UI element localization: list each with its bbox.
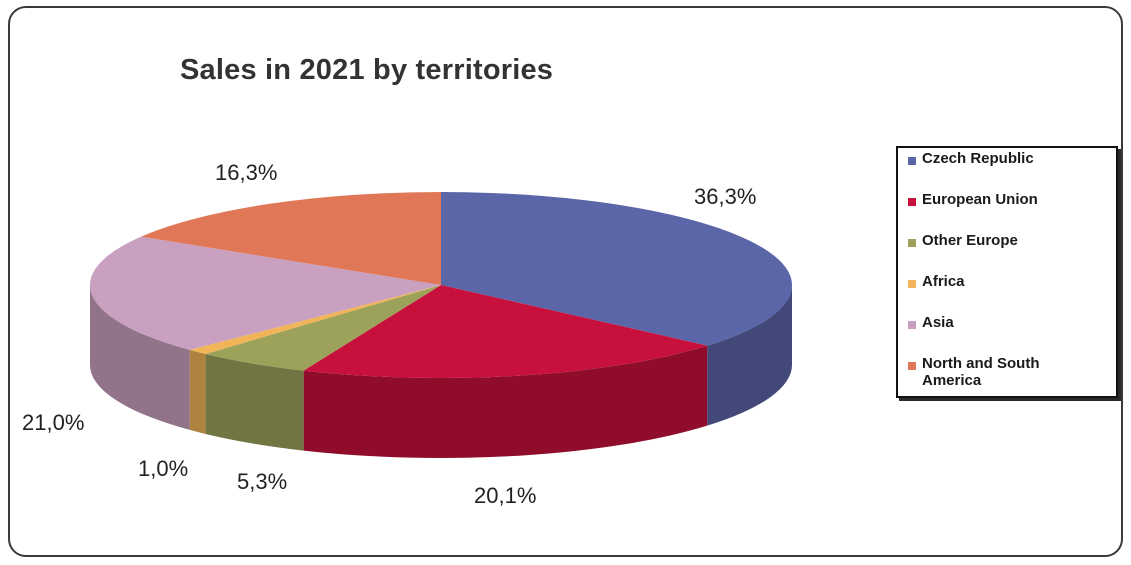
pie-side-asia <box>90 285 190 430</box>
legend-item-africa: Africa <box>908 273 1116 314</box>
pie-slice-north-and-south-america <box>141 192 441 285</box>
slice-label-czech-republic: 36,3% <box>694 184 757 209</box>
chart-title: Sales in 2021 by territories <box>180 54 554 86</box>
legend-label: North and South America <box>922 355 1040 389</box>
pie-side-czech-republic <box>707 285 792 426</box>
legend-label: Other Europe <box>922 232 1018 249</box>
legend-label: European Union <box>922 191 1038 208</box>
legend-label: Africa <box>922 273 965 290</box>
pie-side-africa <box>189 349 206 434</box>
pie-side-european-union <box>303 345 708 458</box>
pie-slice-czech-republic <box>441 192 792 346</box>
legend-item-european-union: European Union <box>908 191 1116 232</box>
legend-swatch <box>908 239 916 247</box>
chart-legend: Czech Republic European Union Other Euro… <box>896 146 1118 398</box>
legend-swatch <box>908 280 916 288</box>
slice-label-other-europe: 5,3% <box>237 469 288 494</box>
legend-item-other-europe: Other Europe <box>908 232 1116 273</box>
slice-label-european-union: 20,1% <box>474 483 537 508</box>
pie-slice-asia <box>89 236 441 350</box>
pie-slice-european-union <box>303 285 708 378</box>
pie-side-walls <box>90 285 792 458</box>
legend-item-asia: Asia <box>908 314 1116 355</box>
legend-swatch <box>908 321 916 329</box>
pie-top-faces <box>89 192 792 378</box>
slice-label-africa: 1,0% <box>138 456 189 481</box>
slice-label-north-and-south-america: 16,3% <box>215 160 278 185</box>
legend-label: Czech Republic <box>922 150 1034 167</box>
legend-swatch <box>908 198 916 206</box>
pie-slice-other-europe <box>205 285 441 371</box>
legend-swatch <box>908 157 916 165</box>
pie-slice-africa <box>189 285 441 354</box>
pie-side-other-europe <box>205 353 304 451</box>
legend-item-czech-republic: Czech Republic <box>908 150 1116 191</box>
legend-swatch <box>908 362 916 370</box>
legend-label: Asia <box>922 314 954 331</box>
legend-item-north-and-south-america: North and South America <box>908 355 1116 396</box>
slice-label-asia: 21,0% <box>22 410 85 435</box>
